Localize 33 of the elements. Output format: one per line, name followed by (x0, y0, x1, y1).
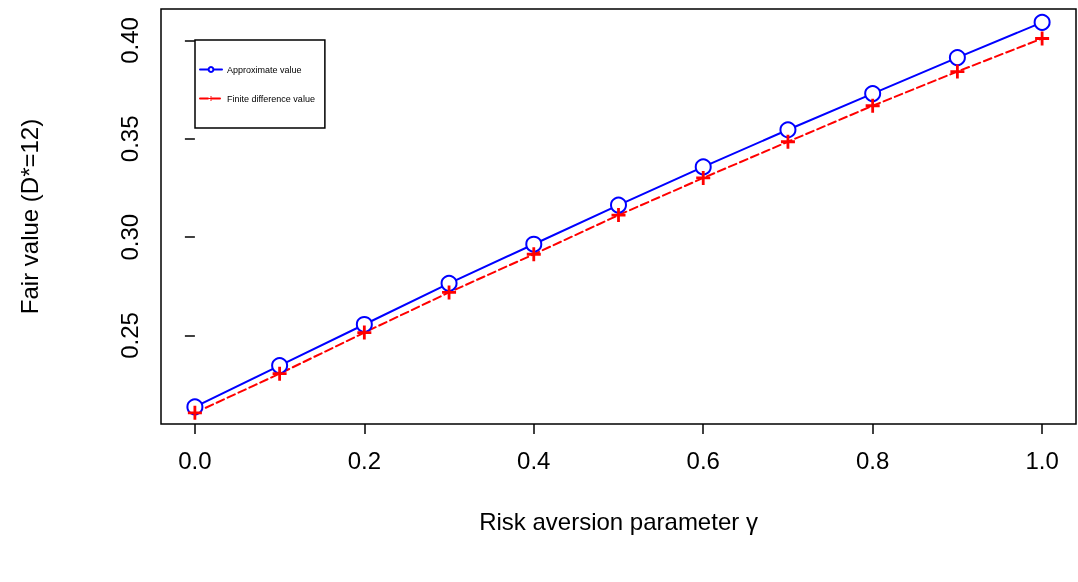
x-tick-label: 0.4 (517, 446, 551, 474)
point (1035, 31, 1050, 46)
y-tick-label: 0.30 (115, 213, 143, 261)
point (950, 64, 965, 79)
y-tick-label: 0.25 (115, 312, 143, 359)
legend-label: Finite difference value (227, 93, 315, 104)
point (948, 49, 966, 67)
point (696, 170, 711, 185)
x-tick-label: 1.0 (1025, 446, 1059, 474)
point (864, 85, 882, 103)
point (272, 366, 287, 381)
y-tick-label: 0.35 (115, 115, 143, 163)
point (526, 247, 541, 262)
point (440, 274, 458, 292)
point (610, 196, 627, 214)
point (611, 208, 626, 223)
point (780, 134, 795, 149)
y-tick-label: 0.40 (115, 17, 143, 64)
x-tick-label: 0.8 (855, 446, 890, 474)
legend-label: Approximate value (227, 64, 302, 75)
point (779, 121, 797, 139)
x-tick-label: 0.0 (178, 446, 212, 474)
point (525, 235, 543, 253)
y-axis-title: Fair value (D*=12) (15, 118, 43, 315)
x-axis-title: Risk aversion parameter γ (479, 507, 758, 535)
point (865, 98, 880, 113)
point (694, 158, 712, 176)
x-tick-label: 0.6 (686, 446, 720, 474)
point (442, 285, 457, 300)
point (1033, 13, 1051, 31)
point (357, 325, 372, 340)
point (187, 405, 202, 420)
x-tick-label: 0.2 (347, 446, 382, 474)
